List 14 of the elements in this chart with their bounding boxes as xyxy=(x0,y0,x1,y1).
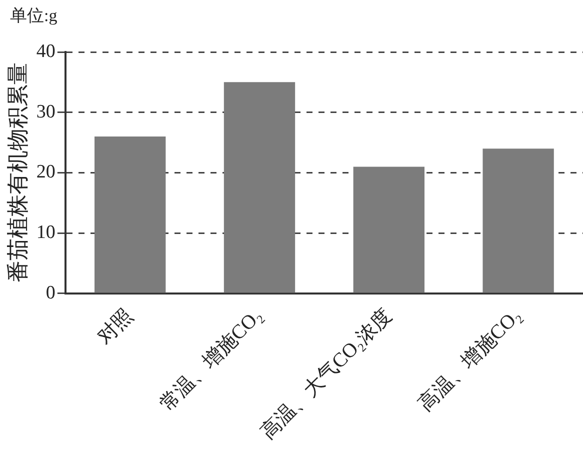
x-tick-label: 常温、增施CO₂ xyxy=(156,304,267,416)
bar xyxy=(224,82,296,293)
y-tick-label: 10 xyxy=(36,222,56,244)
x-tick-label: 高温、增施CO₂ xyxy=(414,304,526,416)
y-axis-title: 番茄植株有机物积累量 xyxy=(4,62,30,283)
x-tick-label: 对照 xyxy=(94,304,138,348)
bar xyxy=(94,136,166,293)
y-tick-label: 0 xyxy=(46,282,56,304)
text: 单位:g xyxy=(10,5,58,27)
y-tick-label: 40 xyxy=(36,40,56,62)
y-tick-label: 30 xyxy=(36,101,56,122)
bar xyxy=(353,166,424,293)
bar xyxy=(482,148,554,293)
y-tick-label: 20 xyxy=(36,162,56,183)
